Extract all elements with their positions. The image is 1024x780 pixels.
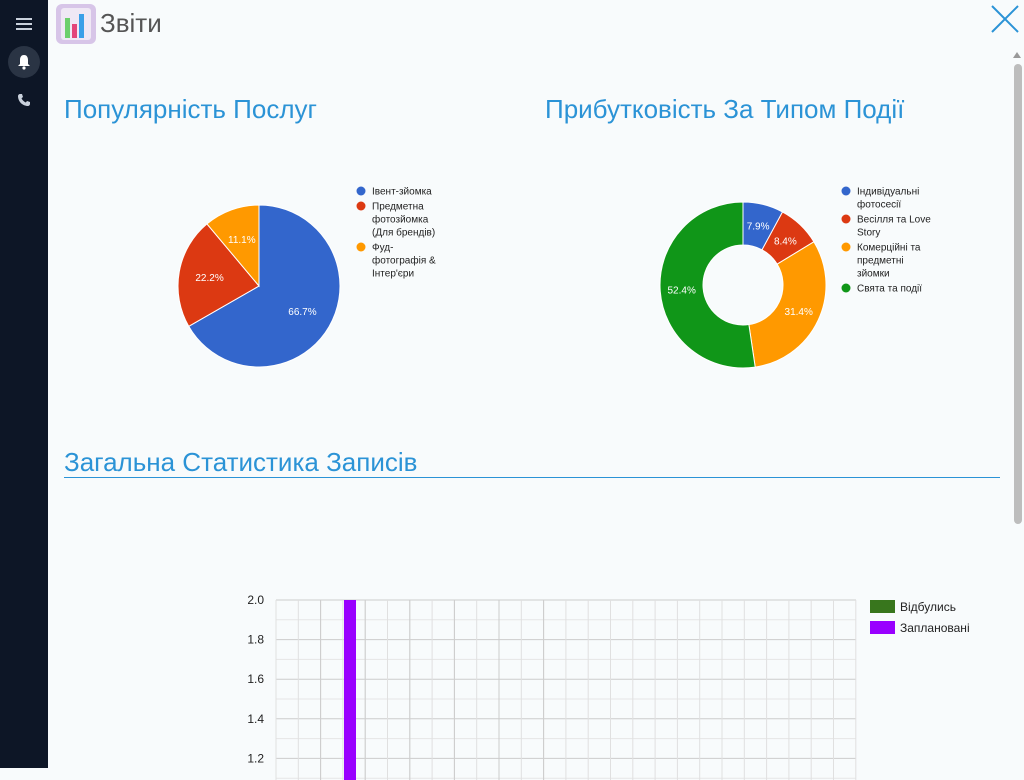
slice-label: 52.4% [667, 286, 695, 297]
close-button[interactable] [990, 4, 1020, 34]
scrollbar-thumb[interactable] [1014, 64, 1022, 524]
legend-label: Івент-зйомка [372, 187, 432, 198]
slice-label: 22.2% [195, 273, 223, 284]
phone-button[interactable] [8, 84, 40, 116]
slice-label: 66.7% [288, 307, 316, 318]
y-tick-label: 2.0 [247, 593, 264, 607]
legend-swatch [870, 621, 895, 634]
bell-icon [18, 55, 30, 70]
phone-icon [18, 94, 30, 106]
pie-slice[interactable] [206, 204, 260, 288]
scroll-up-arrow[interactable] [1013, 52, 1021, 58]
legend-label: Інтер'єри [372, 269, 414, 280]
legend-marker [356, 186, 366, 196]
menu-icon [16, 18, 32, 30]
legend-label: фотосесії [857, 199, 901, 211]
records-bar-chart: 2.0 1.8 1.6 1.4 1.2 Відбулись Заплановані [247, 593, 970, 780]
legend-marker [841, 214, 851, 224]
y-tick-label: 1.4 [247, 712, 264, 726]
pie-slice[interactable] [659, 201, 756, 369]
reports-app-icon [56, 4, 96, 44]
page-title: Звіти [100, 8, 162, 38]
profitability-title: Прибутковість За Типом Події [545, 94, 905, 124]
legend-label: Фуд- [372, 243, 393, 254]
pie-slice[interactable] [188, 204, 341, 368]
profitability-donut-chart: 7.9% 8.4% 31.4% 52.4% Індивідуальніфотосесії… [659, 186, 931, 369]
legend-swatch [870, 600, 895, 613]
legend-label: Предметна [372, 202, 424, 213]
legend-label: (Для брендів) [372, 227, 435, 239]
main-content: Звіти Популярність Послуг Прибутковість … [48, 0, 1024, 780]
y-tick-label: 1.6 [247, 672, 264, 686]
pie-slice[interactable] [177, 223, 260, 328]
slice-label: 11.1% [228, 235, 256, 246]
bar-planned[interactable] [344, 600, 356, 780]
section-divider [64, 477, 1000, 478]
notifications-button[interactable] [8, 46, 40, 78]
popularity-pie-chart: 66.7%22.2%11.1%Івент-зйомкаПредметнафото… [177, 186, 436, 368]
legend-label: предметні [857, 256, 904, 267]
slice-label: 7.9% [747, 221, 770, 232]
legend-label: Свята та події [857, 284, 922, 295]
slice-label: 31.4% [785, 307, 813, 318]
popularity-title: Популярність Послуг [64, 94, 317, 124]
sidebar [0, 0, 48, 768]
legend-label: зйомки [857, 269, 890, 280]
legend-marker [841, 242, 851, 252]
legend-label: Весілля та Love [857, 215, 931, 226]
legend-label: фотозйомка [372, 214, 429, 226]
pie-slice[interactable] [748, 241, 827, 368]
legend-label: фотографія & [372, 255, 436, 267]
close-icon [991, 5, 1019, 33]
legend-marker [841, 283, 851, 293]
legend-label: Відбулись [900, 600, 956, 614]
legend-label: Заплановані [900, 621, 970, 635]
y-tick-label: 1.8 [247, 633, 264, 647]
legend-marker [841, 186, 851, 196]
slice-label: 8.4% [774, 236, 797, 247]
legend-marker [356, 201, 366, 211]
legend-marker [356, 242, 366, 252]
legend-label: Комерційні та [857, 243, 921, 254]
legend-label: Story [857, 228, 880, 239]
legend-label: Індивідуальні [857, 187, 919, 198]
stats-title: Загальна Статистика Записів [64, 447, 418, 477]
y-tick-label: 1.2 [247, 751, 264, 765]
menu-button[interactable] [8, 8, 40, 40]
